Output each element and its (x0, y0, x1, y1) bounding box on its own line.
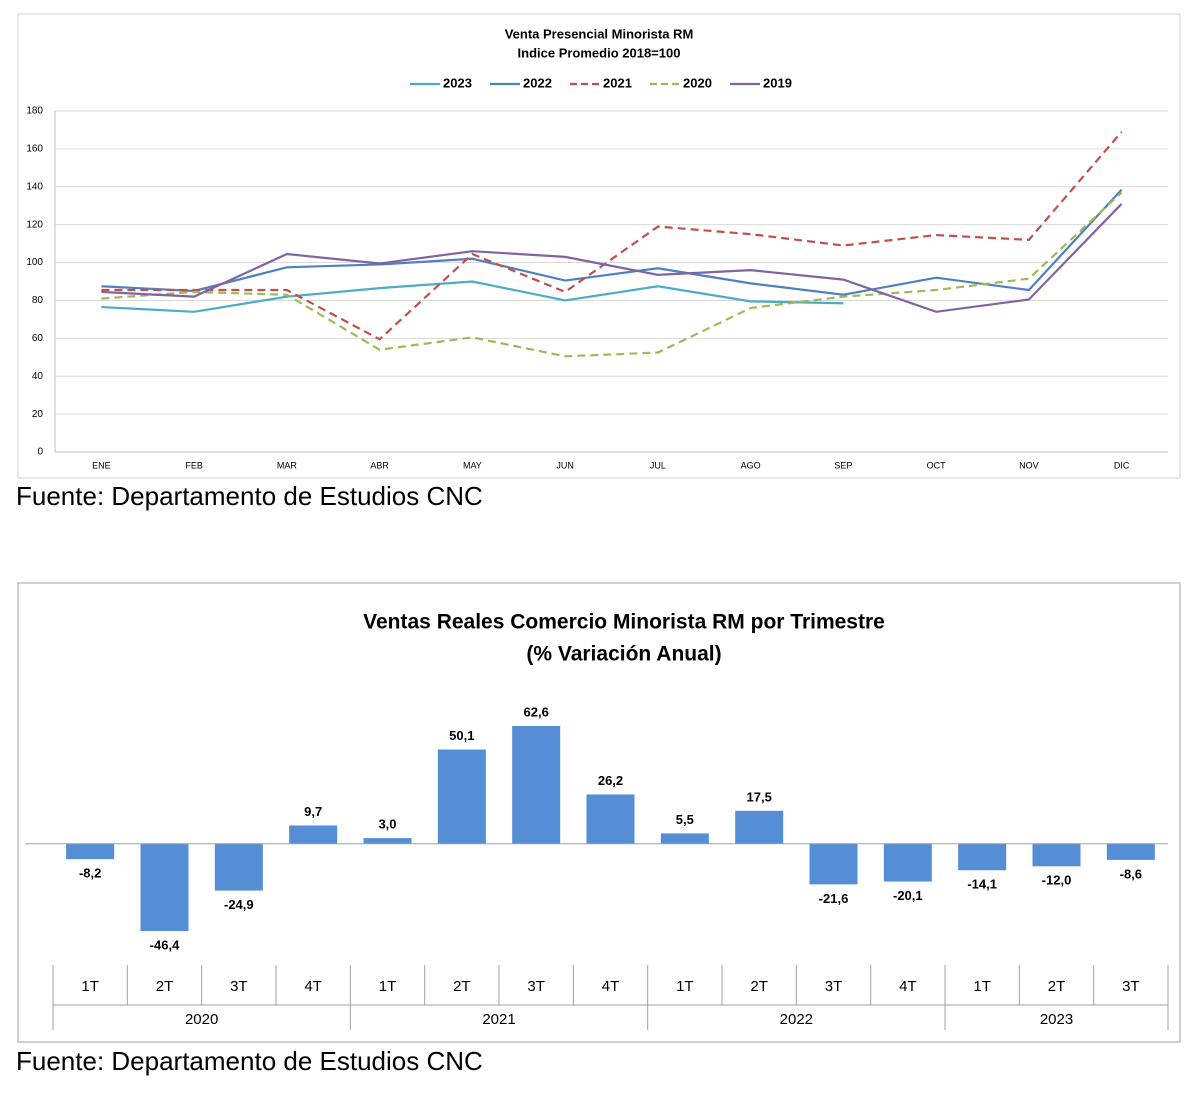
bar (1106, 843, 1155, 860)
data-label: -8,2 (79, 866, 101, 881)
x-tick-label: AGO (741, 460, 761, 470)
y-tick-label: 100 (26, 257, 43, 268)
data-label: -8,6 (1120, 866, 1142, 881)
x-tick-label: 3T (1122, 978, 1140, 995)
x-tick-label: ENE (92, 460, 111, 470)
x-tick-label: ABR (370, 460, 389, 470)
y-tick-label: 60 (32, 333, 44, 344)
legend-label: 2019 (763, 75, 792, 90)
x-tick-label: OCT (927, 460, 947, 470)
bar (437, 749, 486, 844)
series-line (101, 188, 1123, 296)
x-tick-label: 1T (81, 978, 99, 995)
y-tick-label: 40 (32, 371, 44, 382)
bar (66, 843, 115, 860)
x-tick-label: MAR (277, 460, 298, 470)
data-label: -24,9 (224, 897, 254, 912)
data-label: -46,4 (150, 937, 180, 952)
bar (1032, 843, 1081, 867)
x-tick-label: JUN (556, 460, 574, 470)
bar (363, 838, 412, 844)
x-tick-label: MAY (463, 460, 482, 470)
legend-label: 2023 (443, 75, 472, 90)
series-line (101, 131, 1123, 341)
bar (735, 810, 784, 844)
source: Fuente: Departamento de Estudios CNC (16, 481, 483, 511)
y-tick-label: 80 (32, 295, 44, 306)
x-tick-label: JUL (650, 460, 666, 470)
x-tick-label: FEB (185, 460, 203, 470)
data-label: -12,0 (1042, 873, 1072, 888)
x-tick-label: 1T (973, 978, 991, 995)
data-label: -20,1 (893, 888, 923, 903)
bar (883, 843, 932, 882)
bar (809, 843, 858, 885)
bar (958, 843, 1007, 871)
y-tick-label: 160 (26, 144, 43, 155)
bar (140, 843, 189, 931)
x-tick-label: 4T (304, 978, 322, 995)
x-tick-label: 2T (453, 978, 471, 995)
data-label: -14,1 (967, 877, 997, 892)
chart-title: Ventas Reales Comercio Minorista RM por … (363, 611, 885, 634)
x-tick-label: DIC (1114, 460, 1130, 470)
source: Fuente: Departamento de Estudios CNC (16, 1046, 483, 1076)
x-tick-label: 2T (750, 978, 768, 995)
data-label: 9,7 (304, 804, 322, 819)
group-label: 2022 (780, 1011, 813, 1028)
series-line (101, 203, 1123, 313)
bar (214, 843, 263, 891)
x-tick-label: 3T (527, 978, 545, 995)
legend-label: 2021 (603, 75, 632, 90)
x-tick-label: 2T (156, 978, 174, 995)
chart-frame (17, 13, 1181, 479)
series-line (101, 191, 1123, 358)
bar (289, 825, 338, 844)
chart-subtitle: (% Variación Anual) (526, 643, 721, 666)
chart-subtitle: Indice Promedio 2018=100 (518, 45, 681, 60)
data-label: 26,2 (598, 773, 623, 788)
data-label: 3,0 (378, 817, 396, 832)
group-label: 2021 (482, 1011, 515, 1028)
bar (586, 794, 635, 844)
x-tick-label: SEP (834, 460, 852, 470)
bar (660, 833, 709, 844)
group-label: 2023 (1040, 1011, 1073, 1028)
bar (512, 726, 561, 844)
y-tick-label: 0 (37, 447, 43, 458)
chart-title: Venta Presencial Minorista RM (505, 26, 694, 41)
x-tick-label: 4T (899, 978, 917, 995)
x-tick-label: 1T (379, 978, 397, 995)
y-tick-label: 20 (32, 409, 44, 420)
data-label: -21,6 (819, 891, 849, 906)
y-tick-label: 120 (26, 219, 43, 230)
y-tick-label: 140 (26, 181, 43, 192)
x-tick-label: 1T (676, 978, 694, 995)
x-tick-label: 4T (602, 978, 620, 995)
legend-label: 2020 (683, 75, 712, 90)
data-label: 50,1 (449, 728, 474, 743)
x-tick-label: 3T (825, 978, 843, 995)
data-label: 17,5 (747, 789, 772, 804)
y-tick-label: 180 (26, 106, 43, 117)
series-line (101, 280, 844, 313)
group-label: 2020 (185, 1011, 218, 1028)
x-tick-label: NOV (1019, 460, 1039, 470)
data-label: 5,5 (676, 812, 694, 827)
data-label: 62,6 (524, 704, 549, 719)
legend-label: 2022 (523, 75, 552, 90)
x-tick-label: 2T (1048, 978, 1066, 995)
x-tick-label: 3T (230, 978, 248, 995)
